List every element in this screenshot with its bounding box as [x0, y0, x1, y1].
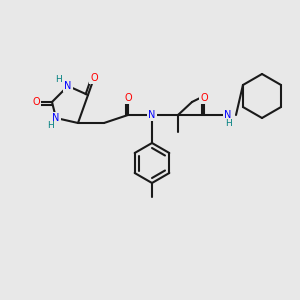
Text: O: O [90, 73, 98, 83]
Text: H: H [56, 76, 62, 85]
Text: N: N [148, 110, 156, 120]
Text: O: O [200, 93, 208, 103]
Text: N: N [224, 110, 232, 120]
Text: N: N [64, 81, 72, 91]
Text: H: H [48, 122, 54, 130]
Text: N: N [52, 113, 60, 123]
Text: H: H [225, 119, 231, 128]
Text: O: O [124, 93, 132, 103]
Text: O: O [32, 97, 40, 107]
